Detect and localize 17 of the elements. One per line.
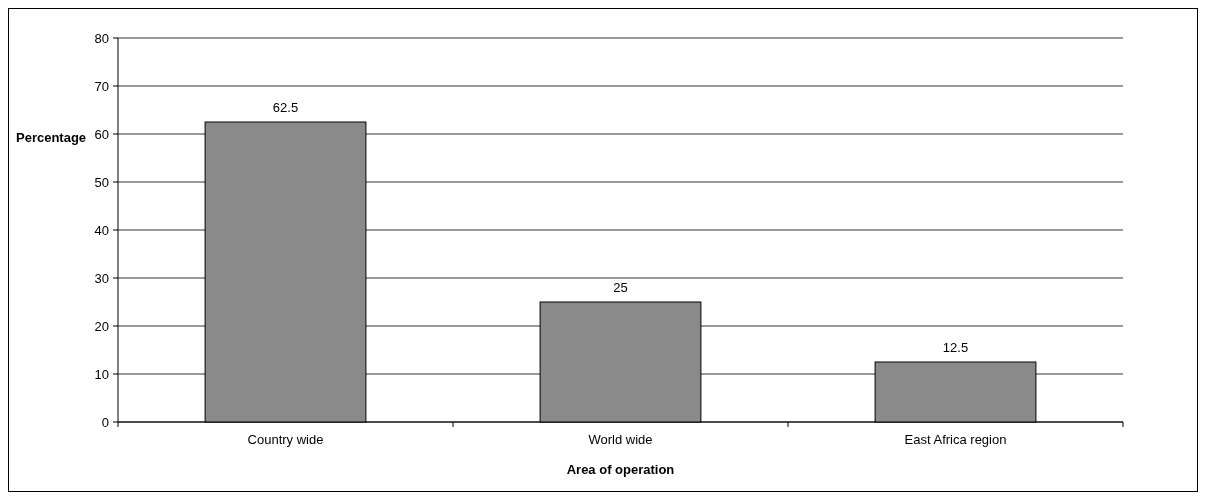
y-tick-label: 70: [94, 78, 109, 94]
data-label: 62.5: [272, 100, 299, 115]
y-tick-label: 10: [94, 366, 109, 382]
data-label: 25: [613, 280, 628, 295]
y-tick-label: 20: [94, 318, 109, 334]
y-axis-title: Percentage: [16, 130, 87, 145]
x-tick-label: Country wide: [247, 432, 324, 447]
x-tick-label: World wide: [588, 432, 653, 447]
x-tick-label: East Africa region: [904, 432, 1007, 447]
y-tick-label: 30: [94, 270, 109, 286]
y-tick-label: 60: [94, 126, 109, 142]
y-tick-label: 80: [94, 30, 109, 46]
y-tick-label: 50: [94, 174, 109, 190]
y-tick-label: 40: [94, 222, 109, 238]
data-label: 12.5: [942, 340, 969, 355]
y-tick-label: 0: [101, 414, 109, 430]
x-axis-title: Area of operation: [566, 462, 675, 477]
